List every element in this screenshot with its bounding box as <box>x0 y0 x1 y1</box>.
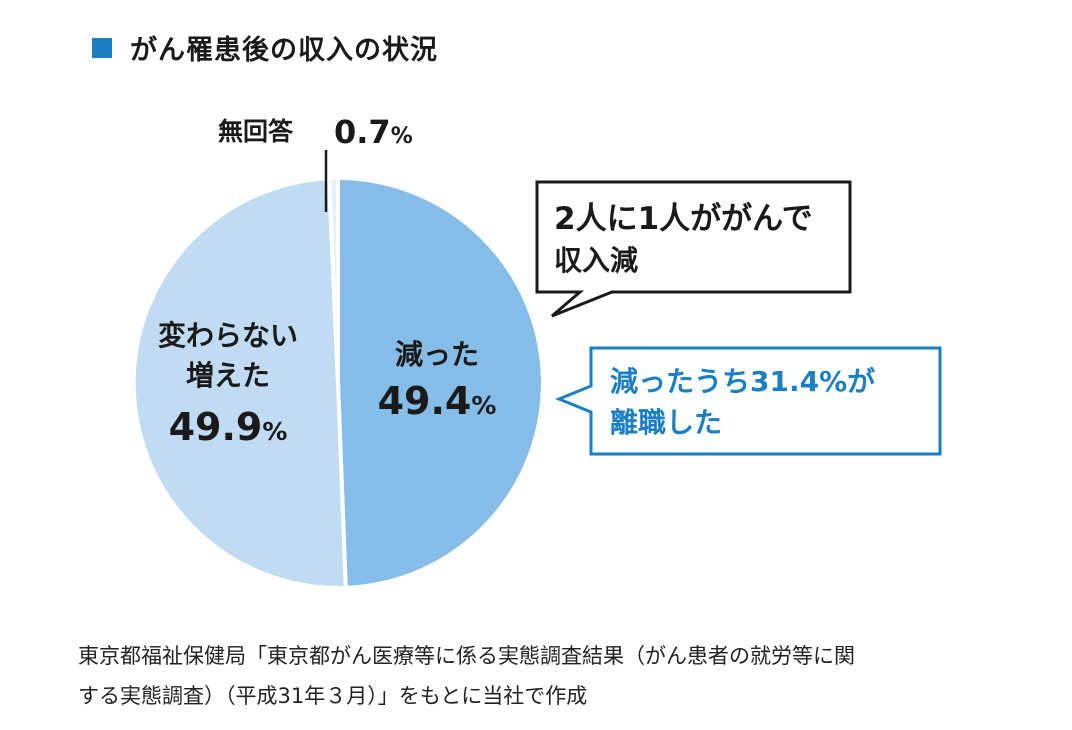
no-answer-label: 無回答 <box>218 117 294 146</box>
source-line-1: 東京都福祉保健局「東京都がん医療等に係る実態調査結果（がん患者の就労等に関 <box>78 644 855 668</box>
callout-income-decrease-line2: 収入減 <box>554 244 638 277</box>
callout-income-decrease-bubble <box>535 180 852 318</box>
unchanged-label-line2: 増えた <box>186 359 270 392</box>
decreased-value: 49.4% <box>378 379 497 423</box>
unchanged-value: 49.9% <box>169 405 288 449</box>
pie-slice-unchanged <box>131 176 348 590</box>
pie-slices <box>131 176 545 590</box>
callout-job-loss-line2: 離職した <box>610 406 722 439</box>
title-square-icon <box>92 37 112 58</box>
pie-slice-no-answer <box>326 176 340 385</box>
source-line-2: する実態調査）（平成31年３月）」をもとに当社で作成 <box>78 684 588 708</box>
pie-chart: 無回答 0.7% 減った 49.4% 変わらない 増えた 49.9% 2人に1人… <box>131 113 942 590</box>
callout-income-decrease-line1: 2人に1人ががんで <box>554 201 813 237</box>
decreased-label: 減った <box>395 338 479 371</box>
chart-title: がん罹患後の収入の状況 <box>130 35 438 66</box>
callout-job-loss-line1: 減ったうち31.4%が <box>610 365 875 398</box>
pie-slice-decreased <box>336 176 545 590</box>
chart-title-block: がん罹患後の収入の状況 <box>92 28 438 67</box>
callout-job-loss-bubble <box>555 346 942 456</box>
unchanged-label-line1: 変わらない <box>158 319 298 352</box>
no-answer-value: 0.7% <box>334 113 413 151</box>
source-note: 東京都福祉保健局「東京都がん医療等に係る実態調査結果（がん患者の就労等に関 する… <box>78 636 1018 716</box>
